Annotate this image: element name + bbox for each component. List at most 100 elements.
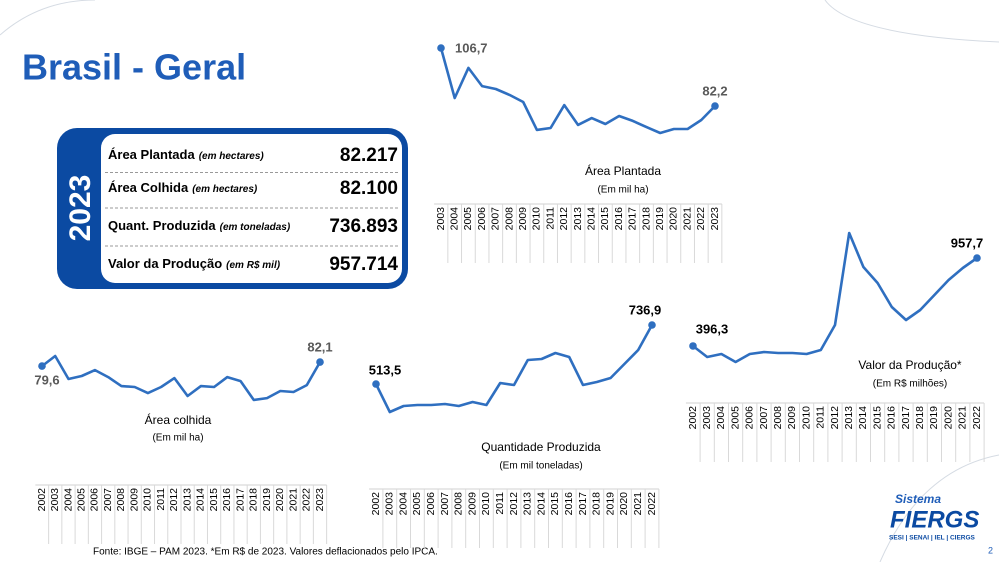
- x-tick-label: 2003: [49, 488, 61, 512]
- row-unit: (em toneladas): [220, 222, 291, 233]
- x-tick-label: 2017: [234, 488, 246, 512]
- x-tick-label: 2002: [370, 492, 382, 516]
- chart-subtitle: (Em mil toneladas): [499, 461, 582, 472]
- data-line: [374, 323, 654, 414]
- x-tick-label: 2019: [604, 492, 616, 516]
- row-label: Valor da Produção (em R$ mil): [108, 256, 281, 271]
- x-tick-label: 2015: [871, 406, 883, 430]
- row-unit: (em hectares): [192, 184, 258, 195]
- x-tick-label: 2003: [384, 492, 396, 516]
- x-tick-label: 2006: [425, 492, 437, 516]
- chart-title: Área Plantada: [585, 163, 661, 178]
- x-tick-label: 2009: [128, 488, 140, 512]
- x-tick-label: 2007: [439, 492, 451, 516]
- row-value: 82.100: [340, 178, 398, 199]
- x-tick-label: 2005: [411, 492, 423, 516]
- data-point: [372, 380, 380, 388]
- chart-title: Valor da Produção*: [858, 358, 962, 372]
- row-unit: (em R$ mil): [226, 260, 281, 271]
- data-point: [437, 44, 445, 52]
- x-tick-label: 2011: [155, 488, 167, 511]
- x-tick-label: 2009: [466, 492, 478, 516]
- chart-subtitle: (Em mil ha): [597, 185, 648, 196]
- x-tick-label: 2020: [942, 406, 954, 430]
- chart-title: Quantidade Produzida: [481, 440, 601, 454]
- x-tick-label: 2003: [701, 406, 713, 430]
- data-label: 106,7: [455, 40, 488, 55]
- x-tick-label: 2006: [744, 406, 756, 430]
- x-tick-label: 2016: [886, 406, 898, 430]
- x-tick-label: 2007: [490, 207, 502, 231]
- x-tick-label: 2008: [503, 207, 515, 231]
- x-tick-label: 2010: [480, 492, 492, 516]
- row-value: 82.217: [340, 145, 398, 166]
- x-tick-label: 2022: [971, 406, 983, 430]
- row-label-text: Área Plantada: [108, 147, 195, 162]
- x-tick-label: 2011: [494, 492, 506, 515]
- data-point: [973, 254, 981, 262]
- x-tick-label: 2017: [577, 492, 589, 516]
- x-tick-label: 2021: [287, 488, 299, 512]
- row-label-text: Valor da Produção: [108, 256, 222, 271]
- data-label: 82,2: [702, 83, 727, 98]
- data-point: [316, 358, 324, 366]
- x-tick-label: 2017: [627, 207, 639, 231]
- x-tick-label: 2004: [715, 406, 727, 430]
- data-line: [691, 231, 979, 364]
- x-tick-label: 2006: [89, 488, 101, 512]
- chart-title: Área colhida: [145, 412, 212, 427]
- x-tick-label: 2021: [957, 406, 969, 430]
- x-tick-label: 2018: [248, 488, 260, 512]
- x-tick-label: 2022: [646, 492, 658, 516]
- x-tick-label: 2013: [572, 207, 584, 231]
- x-tick-label: 2008: [772, 406, 784, 430]
- page-number: 2: [988, 545, 993, 555]
- x-tick-label: 2008: [115, 488, 127, 512]
- x-tick-label: 2004: [448, 207, 460, 231]
- x-tick-label: 2005: [729, 406, 741, 430]
- x-tick-label: 2005: [75, 488, 87, 512]
- data-label: 396,3: [696, 321, 729, 336]
- x-tick-label: 2014: [195, 488, 207, 512]
- x-tick-label: 2010: [142, 488, 154, 512]
- x-tick-label: 2012: [558, 207, 570, 231]
- x-tick-label: 2015: [549, 492, 561, 516]
- data-point: [648, 321, 656, 329]
- x-tick-label: 2004: [62, 488, 74, 512]
- x-tick-label: 2016: [221, 488, 233, 512]
- x-tick-label: 2002: [687, 406, 699, 430]
- data-label: 736,9: [629, 302, 662, 317]
- x-tick-label: 2006: [476, 207, 488, 231]
- data-point: [38, 362, 46, 370]
- x-tick-label: 2019: [928, 406, 940, 430]
- corner-deco: [879, 454, 999, 562]
- data-line: [40, 354, 322, 402]
- row-unit: (em hectares): [199, 151, 265, 162]
- x-tick-label: 2022: [301, 488, 313, 512]
- chart-subtitle: (Em R$ milhões): [873, 379, 947, 390]
- data-label: 82,1: [307, 340, 332, 355]
- x-tick-label: 2010: [800, 406, 812, 430]
- x-tick-label: 2016: [613, 207, 625, 231]
- data-label: 79,6: [34, 373, 59, 388]
- x-tick-label: 2007: [102, 488, 114, 512]
- row-label: Área Colhida (em hectares): [108, 180, 258, 195]
- x-tick-label: 2012: [168, 488, 180, 512]
- x-tick-label: 2021: [681, 207, 693, 231]
- source-note: Fonte: IBGE – PAM 2023. *Em R$ de 2023. …: [93, 547, 438, 558]
- x-tick-label: 2013: [522, 492, 534, 516]
- x-tick-label: 2020: [618, 492, 630, 516]
- x-tick-label: 2017: [900, 406, 912, 430]
- x-tick-label: 2009: [517, 207, 529, 231]
- logo-brand: FIERGS: [890, 506, 979, 533]
- x-tick-label: 2010: [531, 207, 543, 231]
- logo-members: SESI | SENAI | IEL | CIERGS: [889, 535, 976, 542]
- x-tick-label: 2008: [453, 492, 465, 516]
- corner-deco: [0, 0, 96, 36]
- x-tick-label: 2012: [508, 492, 520, 516]
- row-label: Área Plantada (em hectares): [108, 147, 264, 162]
- slide-title: Brasil - Geral: [22, 47, 246, 88]
- data-label: 957,7: [951, 235, 984, 250]
- x-tick-label: 2011: [544, 207, 556, 230]
